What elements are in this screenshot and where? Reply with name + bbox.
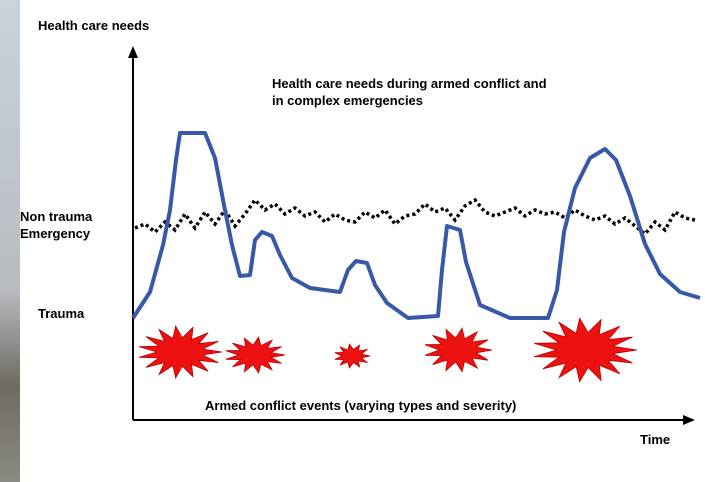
- explosion-star: [225, 336, 286, 374]
- title-line: Health care needs during armed conflict …: [272, 76, 547, 91]
- level-label: Non trauma: [20, 209, 93, 224]
- trauma-curve: [131, 131, 701, 320]
- x-axis-label: Time: [640, 432, 670, 447]
- x-axis-arrow: [683, 415, 695, 425]
- explosion-star: [424, 327, 493, 373]
- explosion-star: [138, 325, 223, 379]
- conflict-events: [138, 317, 638, 383]
- level-label: Trauma: [38, 306, 85, 321]
- explosion-star: [334, 343, 371, 369]
- events-label: Armed conflict events (varying types and…: [205, 398, 516, 413]
- y-axis-label: Health care needs: [38, 18, 149, 33]
- title-line: in complex emergencies: [272, 93, 423, 108]
- panel: [20, 0, 705, 482]
- y-axis-arrow: [128, 46, 138, 58]
- level-label: Emergency: [20, 226, 91, 241]
- non-trauma-curve: [134, 197, 696, 237]
- explosion-star: [533, 317, 638, 383]
